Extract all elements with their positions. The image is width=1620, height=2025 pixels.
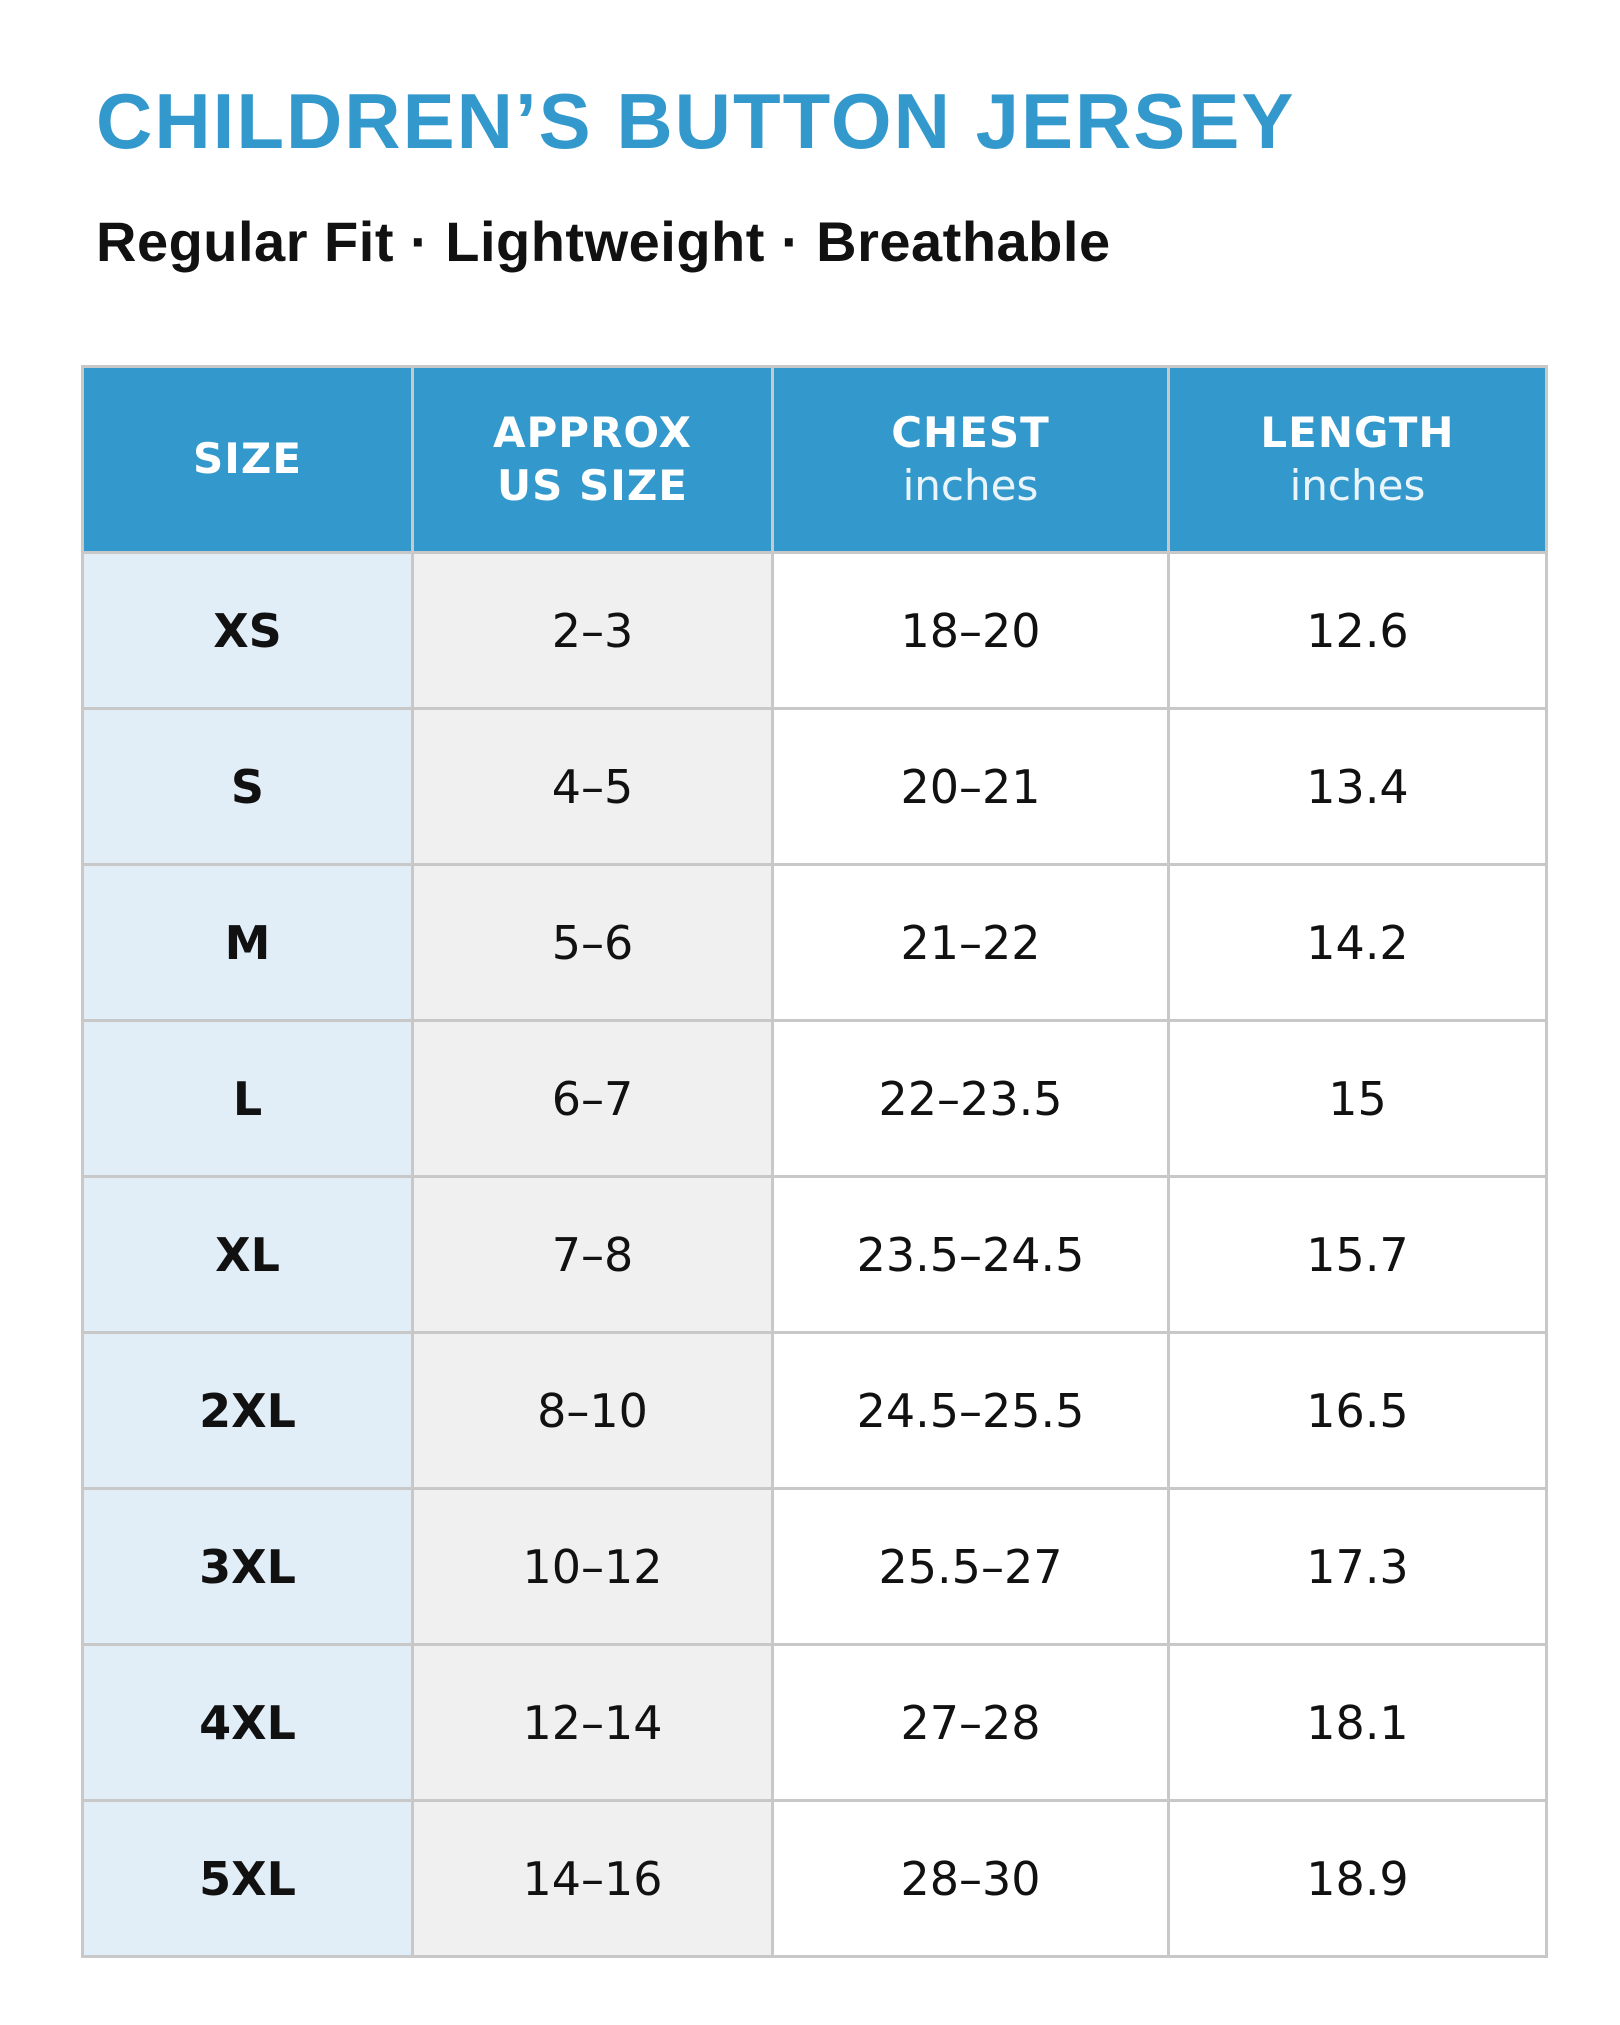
cell-chest: 25.5–27 (771, 1487, 1170, 1646)
size-chart-table: SIZE APPROX US SIZE CHEST inches LENGTH … (81, 365, 1548, 1958)
cell-chest: 23.5–24.5 (771, 1175, 1170, 1334)
header-row: SIZE APPROX US SIZE CHEST inches LENGTH … (81, 365, 1548, 554)
cell-chest: 22–23.5 (771, 1019, 1170, 1178)
cell-us-size: 6–7 (411, 1019, 774, 1178)
table-header: SIZE APPROX US SIZE CHEST inches LENGTH … (81, 365, 1548, 554)
table-row: S 4–5 20–21 13.4 (81, 707, 1548, 866)
table-row: 2XL 8–10 24.5–25.5 16.5 (81, 1331, 1548, 1490)
cell-us-size: 14–16 (411, 1799, 774, 1958)
cell-us-size: 12–14 (411, 1643, 774, 1802)
cell-length: 13.4 (1167, 707, 1548, 866)
header-size: SIZE (81, 365, 414, 554)
cell-length: 18.1 (1167, 1643, 1548, 1802)
header-chest-unit: inches (902, 460, 1039, 510)
cell-us-size: 8–10 (411, 1331, 774, 1490)
page-subtitle: Regular Fit · Lightweight · Breathable (96, 210, 1111, 273)
header-length-label: LENGTH (1260, 408, 1455, 457)
cell-us-size: 2–3 (411, 551, 774, 710)
cell-size: XS (81, 551, 414, 710)
header-length-unit: inches (1289, 460, 1426, 510)
table-body: XS 2–3 18–20 12.6 S 4–5 20–21 13.4 M 5–6… (81, 551, 1548, 1958)
cell-us-size: 4–5 (411, 707, 774, 866)
cell-chest: 27–28 (771, 1643, 1170, 1802)
cell-size: M (81, 863, 414, 1022)
cell-size: 5XL (81, 1799, 414, 1958)
cell-length: 14.2 (1167, 863, 1548, 1022)
cell-length: 12.6 (1167, 551, 1548, 710)
header-size-label: SIZE (192, 434, 303, 484)
header-us-size: APPROX US SIZE (411, 365, 774, 554)
page-title: CHILDREN’S BUTTON JERSEY (96, 77, 1296, 165)
header-us-size-line2: US SIZE (497, 460, 688, 510)
cell-size: L (81, 1019, 414, 1178)
header-length: LENGTH inches (1167, 365, 1548, 554)
cell-chest: 28–30 (771, 1799, 1170, 1958)
table-row: M 5–6 21–22 14.2 (81, 863, 1548, 1022)
cell-us-size: 10–12 (411, 1487, 774, 1646)
cell-length: 16.5 (1167, 1331, 1548, 1490)
cell-us-size: 5–6 (411, 863, 774, 1022)
cell-size: 2XL (81, 1331, 414, 1490)
cell-chest: 24.5–25.5 (771, 1331, 1170, 1490)
cell-length: 17.3 (1167, 1487, 1548, 1646)
cell-length: 15 (1167, 1019, 1548, 1178)
table-row: 5XL 14–16 28–30 18.9 (81, 1799, 1548, 1958)
cell-length: 15.7 (1167, 1175, 1548, 1334)
cell-chest: 20–21 (771, 707, 1170, 866)
header-chest: CHEST inches (771, 365, 1170, 554)
table-row: 3XL 10–12 25.5–27 17.3 (81, 1487, 1548, 1646)
cell-us-size: 7–8 (411, 1175, 774, 1334)
header-us-size-line1: APPROX (493, 408, 692, 457)
cell-size: 4XL (81, 1643, 414, 1802)
table-row: XL 7–8 23.5–24.5 15.7 (81, 1175, 1548, 1334)
header-chest-label: CHEST (891, 408, 1050, 457)
cell-size: 3XL (81, 1487, 414, 1646)
table-row: XS 2–3 18–20 12.6 (81, 551, 1548, 710)
table-row: L 6–7 22–23.5 15 (81, 1019, 1548, 1178)
table-row: 4XL 12–14 27–28 18.1 (81, 1643, 1548, 1802)
cell-length: 18.9 (1167, 1799, 1548, 1958)
cell-size: XL (81, 1175, 414, 1334)
cell-chest: 18–20 (771, 551, 1170, 710)
cell-chest: 21–22 (771, 863, 1170, 1022)
cell-size: S (81, 707, 414, 866)
